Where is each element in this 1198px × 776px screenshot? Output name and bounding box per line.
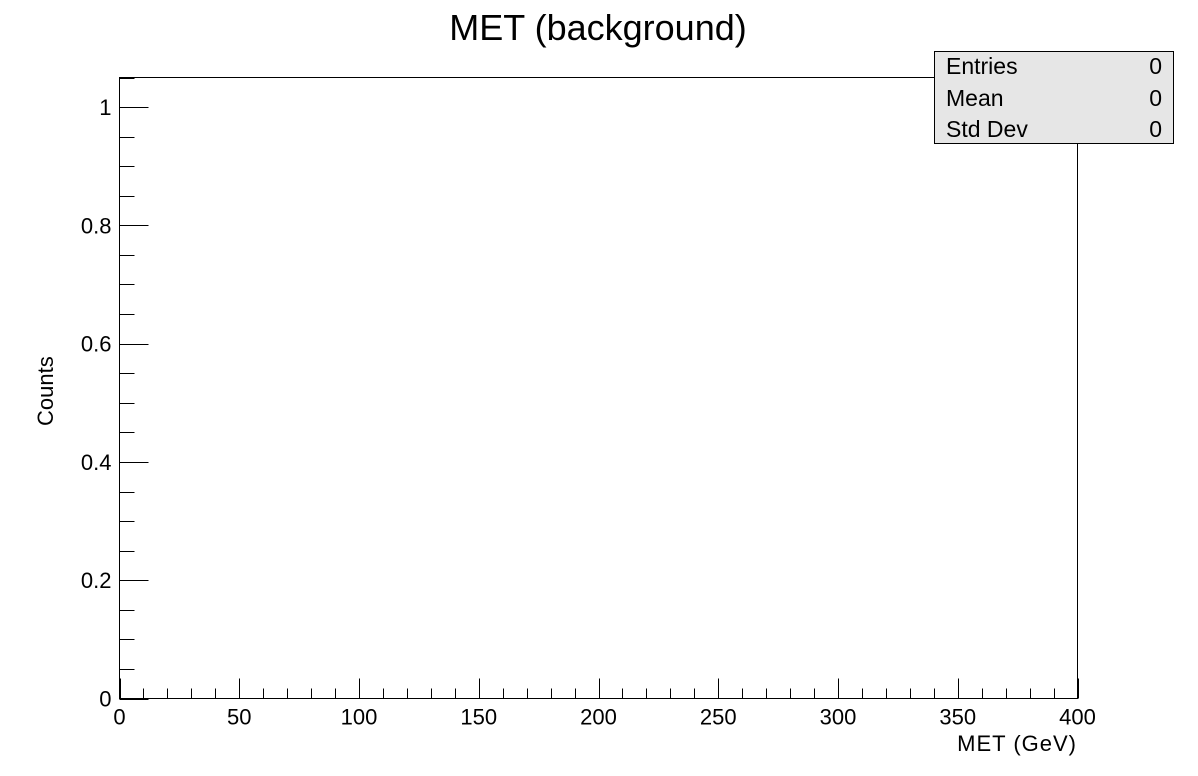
- stats-label-mean: Mean: [946, 85, 1004, 111]
- y-tick-label: 0.2: [81, 568, 112, 593]
- y-tick-label: 0.8: [81, 213, 112, 238]
- y-tick-label: 0.4: [81, 450, 112, 475]
- x-tick-label: 50: [227, 705, 251, 730]
- y-tick-label: 1: [99, 95, 111, 120]
- plot-frame: [119, 77, 1078, 699]
- stats-label-entries: Entries: [946, 53, 1018, 79]
- y-tick-label: 0: [99, 687, 111, 712]
- x-tick-label: 200: [580, 705, 617, 730]
- x-tick-label: 300: [820, 705, 857, 730]
- x-tick-label: 100: [341, 705, 378, 730]
- x-major-ticks: [120, 678, 1079, 699]
- x-tick-label: 350: [939, 705, 976, 730]
- stats-box: Entries 0 Mean 0 Std Dev 0: [934, 51, 1174, 144]
- x-minor-ticks: [143, 688, 1055, 699]
- x-tick-label: 400: [1059, 705, 1096, 730]
- stats-value-mean: 0: [1149, 85, 1162, 111]
- x-tick-label: 250: [700, 705, 737, 730]
- y-tick-labels: 0 0.2 0.4 0.6 0.8 1: [81, 95, 112, 711]
- x-axis-label: MET (GeV): [957, 731, 1077, 756]
- y-tick-label: 0.6: [81, 332, 112, 357]
- chart-title: MET (background): [449, 7, 746, 48]
- stats-value-std-dev: 0: [1149, 116, 1162, 142]
- stats-label-std-dev: Std Dev: [946, 116, 1028, 142]
- y-minor-ticks: [119, 78, 135, 670]
- y-major-ticks: [119, 107, 149, 700]
- stats-box-frame: [934, 51, 1174, 144]
- x-tick-label: 150: [460, 705, 497, 730]
- x-tick-labels: 0 50 100 150 200 250 300 350 400: [113, 705, 1095, 730]
- x-tick-label: 0: [113, 705, 125, 730]
- stats-value-entries: 0: [1149, 53, 1162, 79]
- y-axis-label: Counts: [33, 356, 58, 426]
